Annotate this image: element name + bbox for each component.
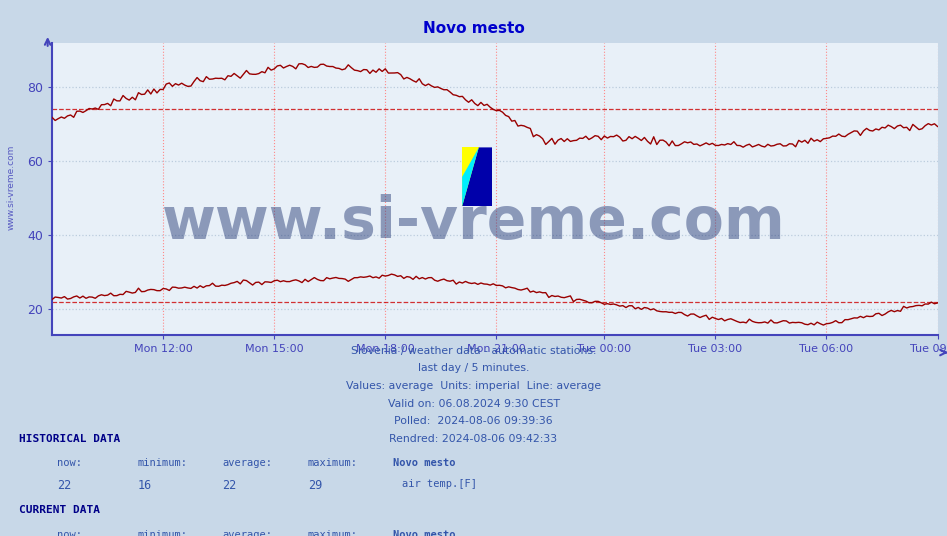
Text: 22: 22: [223, 479, 237, 492]
Polygon shape: [462, 147, 479, 206]
Text: average:: average:: [223, 458, 273, 468]
Text: Slovenia / weather data - automatic stations.: Slovenia / weather data - automatic stat…: [350, 346, 597, 356]
Text: Novo mesto: Novo mesto: [393, 530, 456, 536]
Text: www.si-vreme.com: www.si-vreme.com: [162, 194, 785, 251]
Text: maximum:: maximum:: [308, 458, 358, 468]
Text: HISTORICAL DATA: HISTORICAL DATA: [19, 434, 120, 444]
Text: now:: now:: [57, 458, 81, 468]
Text: minimum:: minimum:: [137, 458, 188, 468]
Text: 22: 22: [57, 479, 71, 492]
Text: now:: now:: [57, 530, 81, 536]
Text: minimum:: minimum:: [137, 530, 188, 536]
Text: Values: average  Units: imperial  Line: average: Values: average Units: imperial Line: av…: [346, 381, 601, 391]
Text: 29: 29: [308, 479, 322, 492]
Text: Polled:  2024-08-06 09:39:36: Polled: 2024-08-06 09:39:36: [394, 416, 553, 427]
Text: maximum:: maximum:: [308, 530, 358, 536]
Text: 16: 16: [137, 479, 152, 492]
Text: Rendred: 2024-08-06 09:42:33: Rendred: 2024-08-06 09:42:33: [389, 434, 558, 444]
Text: CURRENT DATA: CURRENT DATA: [19, 505, 100, 516]
Text: www.si-vreme.com: www.si-vreme.com: [7, 145, 16, 230]
Text: Valid on: 06.08.2024 9:30 CEST: Valid on: 06.08.2024 9:30 CEST: [387, 399, 560, 409]
Text: Novo mesto: Novo mesto: [422, 21, 525, 36]
Text: average:: average:: [223, 530, 273, 536]
Text: last day / 5 minutes.: last day / 5 minutes.: [418, 363, 529, 374]
Polygon shape: [462, 147, 492, 206]
Text: air temp.[F]: air temp.[F]: [402, 479, 477, 489]
Polygon shape: [462, 147, 479, 206]
Text: Novo mesto: Novo mesto: [393, 458, 456, 468]
